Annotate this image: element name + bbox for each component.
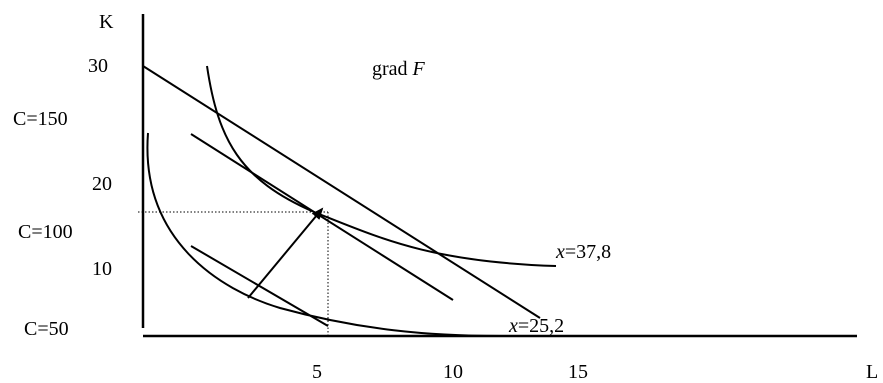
y-tick-label: 20 — [92, 173, 112, 195]
budget-label: C=100 — [18, 221, 73, 243]
x-tick-label: 10 — [443, 361, 463, 383]
x-tick-label: 5 — [312, 361, 322, 383]
isoquant-label: x=25,2 — [508, 315, 564, 337]
gradient-label: grad F — [372, 58, 426, 80]
y-tick-label: 10 — [92, 258, 112, 280]
y-tick-label: 30 — [88, 55, 108, 77]
gradient-arrow — [247, 207, 324, 299]
budget-label: C=50 — [24, 318, 69, 340]
budget-line-c150 — [142, 65, 541, 319]
isoquant-low — [146, 132, 501, 337]
budget-line-c100 — [190, 133, 454, 301]
x-tick-label: 15 — [568, 361, 588, 383]
isoquant-label: x=37,8 — [555, 241, 611, 263]
x-axis-label: L — [866, 361, 878, 383]
y-axis-label: K — [99, 11, 114, 33]
isoquant-high — [206, 65, 557, 267]
budget-line-c50 — [190, 245, 329, 327]
budget-label: C=150 — [13, 108, 68, 130]
